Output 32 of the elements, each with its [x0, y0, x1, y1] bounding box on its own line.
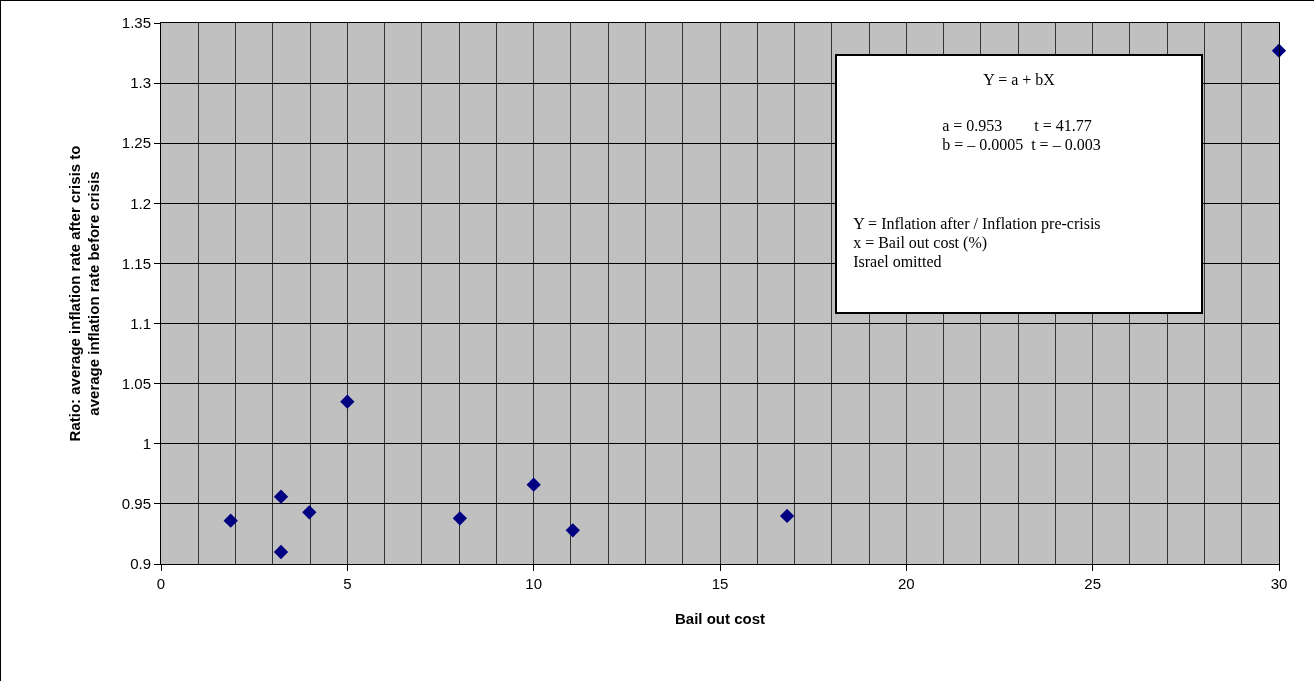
y-tick-label: 1.1: [130, 314, 151, 332]
x-tick-label: 0: [156, 575, 166, 592]
y-tick-label: 1: [142, 435, 151, 453]
annotation: Y = a + bX: [982, 69, 1056, 89]
point: [340, 394, 355, 409]
x-tick-label: 25: [1084, 575, 1102, 592]
y-tick-label: 1.3: [130, 74, 151, 92]
annotation: Y = Inflation after / Inflation pre-crisis x = Bail out cost (%) Israel omitted: [853, 213, 1101, 271]
y-tick-label: 1.35: [121, 14, 151, 32]
point: [526, 477, 541, 492]
x-tick-label: 5: [343, 575, 352, 592]
y-tick-label: 1.25: [121, 134, 151, 152]
point: [223, 513, 238, 528]
point: [273, 544, 289, 560]
y-tick-label: 1.2: [130, 194, 151, 212]
y-tick-label: 0.9: [130, 555, 151, 573]
x-tick-label: 20: [897, 575, 915, 592]
y-axis-title: Ratio: average inflation rate after crisis to average inflation rate before crisis: [65, 145, 103, 442]
y-tick-label: 1.15: [121, 254, 151, 272]
x-tick-label: 10: [525, 575, 543, 592]
x-tick-label: 15: [711, 575, 729, 592]
y-tick-label: 1.05: [121, 374, 151, 392]
point: [452, 511, 468, 526]
annotation: a = 0.953 t = 41.77 b = – 0.0005 t = – 0.003: [942, 115, 1101, 154]
point: [273, 489, 289, 504]
note-box: Y = a + bX a = 0.953 t = 41.77 b = – 0.0005 t = – 0.003 Y = Inflation after / Inflation pre-crisis x = Bail out cost (%) Israel omitted: [835, 53, 1203, 315]
point: [302, 505, 317, 520]
x-tick-label: 30: [1270, 575, 1288, 592]
point: [565, 523, 580, 538]
y-tick-label: 0.95: [121, 495, 151, 513]
x-axis-title: Bail out cost: [674, 610, 766, 627]
point: [779, 508, 795, 524]
